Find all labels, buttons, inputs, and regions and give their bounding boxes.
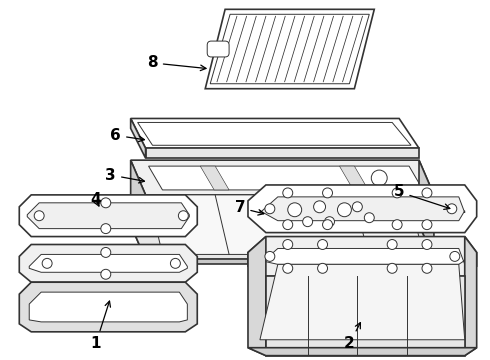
Text: 4: 4	[91, 192, 101, 207]
Circle shape	[422, 220, 432, 230]
Circle shape	[288, 203, 302, 217]
Circle shape	[422, 188, 432, 198]
Polygon shape	[29, 255, 187, 272]
Circle shape	[422, 239, 432, 249]
Circle shape	[422, 264, 432, 273]
Circle shape	[387, 239, 397, 249]
Polygon shape	[29, 292, 187, 322]
Polygon shape	[148, 195, 423, 255]
Circle shape	[303, 217, 313, 227]
Circle shape	[34, 211, 44, 221]
Polygon shape	[131, 225, 434, 260]
Polygon shape	[248, 237, 266, 356]
Polygon shape	[248, 185, 477, 233]
Polygon shape	[146, 260, 434, 264]
Circle shape	[42, 258, 52, 268]
Polygon shape	[131, 118, 419, 148]
Circle shape	[324, 217, 335, 227]
Polygon shape	[131, 160, 434, 195]
Text: 7: 7	[235, 200, 264, 215]
Polygon shape	[27, 203, 189, 229]
Circle shape	[365, 213, 374, 223]
Polygon shape	[260, 197, 389, 231]
Circle shape	[447, 204, 457, 214]
Circle shape	[101, 247, 111, 257]
Text: 5: 5	[394, 184, 450, 210]
Polygon shape	[465, 237, 477, 356]
Polygon shape	[19, 282, 197, 332]
Polygon shape	[248, 348, 477, 356]
Circle shape	[322, 188, 333, 198]
Polygon shape	[260, 248, 465, 264]
Circle shape	[387, 264, 397, 273]
Circle shape	[283, 239, 293, 249]
Polygon shape	[200, 166, 229, 190]
Circle shape	[283, 264, 293, 273]
Polygon shape	[131, 118, 146, 158]
Text: 1: 1	[91, 301, 110, 351]
Polygon shape	[260, 197, 465, 221]
Circle shape	[101, 269, 111, 279]
FancyBboxPatch shape	[207, 41, 229, 57]
Polygon shape	[419, 160, 434, 260]
Polygon shape	[340, 166, 368, 190]
Circle shape	[318, 239, 327, 249]
Polygon shape	[146, 148, 419, 158]
Polygon shape	[266, 276, 465, 356]
Circle shape	[392, 220, 402, 230]
Circle shape	[171, 258, 180, 268]
Circle shape	[318, 264, 327, 273]
Circle shape	[338, 203, 351, 217]
Text: 2: 2	[344, 323, 361, 351]
Circle shape	[283, 188, 293, 198]
Polygon shape	[19, 195, 197, 237]
Circle shape	[392, 188, 402, 198]
Circle shape	[283, 220, 293, 230]
Polygon shape	[205, 9, 374, 89]
Circle shape	[322, 220, 333, 230]
Polygon shape	[138, 122, 411, 145]
Polygon shape	[260, 264, 465, 340]
Text: 3: 3	[105, 167, 145, 183]
Circle shape	[101, 224, 111, 234]
Polygon shape	[131, 160, 146, 260]
Circle shape	[265, 251, 275, 261]
Circle shape	[352, 202, 362, 212]
Circle shape	[314, 201, 325, 213]
Text: 6: 6	[110, 128, 145, 143]
Circle shape	[178, 211, 188, 221]
Polygon shape	[248, 237, 477, 276]
Circle shape	[265, 204, 275, 214]
Polygon shape	[210, 14, 369, 84]
Polygon shape	[148, 166, 423, 190]
Polygon shape	[19, 244, 197, 282]
Circle shape	[450, 251, 460, 261]
Circle shape	[371, 170, 387, 186]
Text: 8: 8	[147, 55, 206, 71]
Circle shape	[101, 198, 111, 208]
